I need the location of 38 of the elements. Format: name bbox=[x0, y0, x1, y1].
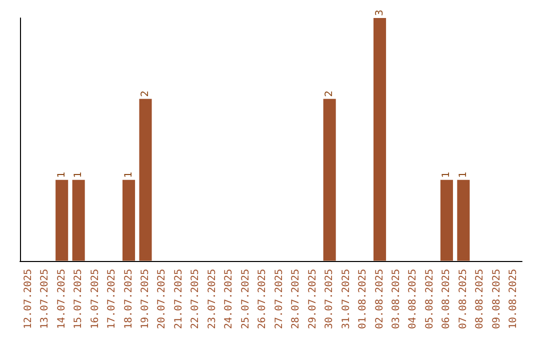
data-label: 1 bbox=[56, 171, 68, 178]
x-tick-label: 12.07.2025 bbox=[22, 268, 34, 330]
x-tick-label: 19.07.2025 bbox=[140, 268, 151, 330]
x-tick-label: 03.08.2025 bbox=[391, 268, 402, 330]
x-tick-label: 13.07.2025 bbox=[40, 268, 51, 330]
x-tick-label: 22.07.2025 bbox=[190, 268, 202, 330]
x-tick-label: 15.07.2025 bbox=[73, 268, 84, 330]
x-tick-label: 10.08.2025 bbox=[508, 268, 520, 330]
x-tick-label: 07.08.2025 bbox=[458, 268, 469, 330]
data-label: 2 bbox=[324, 90, 336, 97]
x-tick-label: 20.07.2025 bbox=[156, 268, 168, 330]
x-tick-label: 30.07.2025 bbox=[324, 268, 336, 330]
x-tick-label: 21.07.2025 bbox=[173, 268, 184, 330]
data-label: 2 bbox=[140, 90, 151, 97]
data-label: 1 bbox=[123, 171, 134, 178]
data-label: 3 bbox=[374, 10, 386, 16]
data-label: 1 bbox=[458, 171, 469, 178]
data-label: 1 bbox=[441, 171, 452, 178]
x-tick-label: 04.08.2025 bbox=[408, 268, 419, 330]
x-tick-label: 28.07.2025 bbox=[290, 268, 302, 330]
x-tick-label: 17.07.2025 bbox=[106, 268, 118, 330]
x-tick-label: 14.07.2025 bbox=[56, 268, 68, 330]
x-tick-label: 29.07.2025 bbox=[307, 268, 318, 330]
x-tick-label: 01.08.2025 bbox=[358, 268, 369, 330]
x-tick-label: 26.07.2025 bbox=[257, 268, 268, 330]
x-tick-label: 23.07.2025 bbox=[206, 268, 218, 330]
x-tick-label: 25.07.2025 bbox=[240, 268, 252, 330]
x-tick-label: 08.08.2025 bbox=[474, 268, 486, 330]
x-tick-label: 05.08.2025 bbox=[424, 268, 436, 330]
x-tick-label: 06.08.2025 bbox=[441, 268, 452, 330]
x-tick-label: 02.08.2025 bbox=[374, 268, 386, 330]
x-tick-label: 24.07.2025 bbox=[224, 268, 235, 330]
data-label: 1 bbox=[73, 171, 84, 178]
x-tick-label: 31.07.2025 bbox=[340, 268, 352, 330]
x-tick-label: 27.07.2025 bbox=[274, 268, 285, 330]
x-tick-label: 09.08.2025 bbox=[491, 268, 502, 330]
x-tick-label: 18.07.2025 bbox=[123, 268, 134, 330]
x-tick-label: 16.07.2025 bbox=[90, 268, 101, 330]
